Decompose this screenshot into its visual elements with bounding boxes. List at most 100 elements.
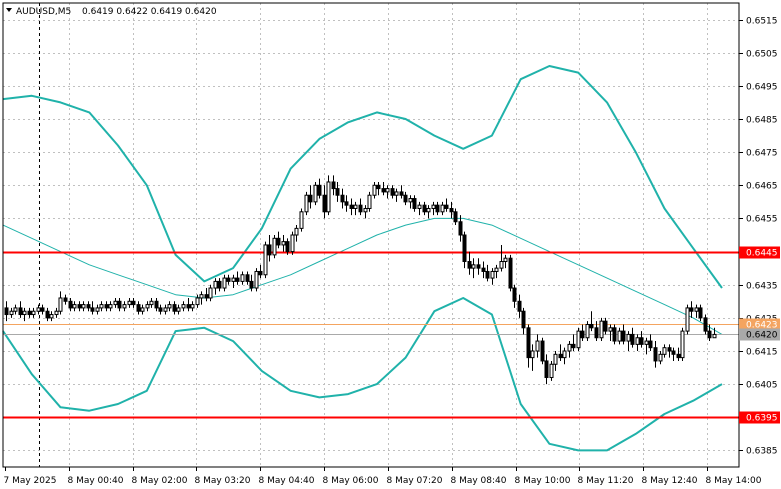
- candle: [639, 331, 644, 348]
- candle: [481, 261, 486, 279]
- candle: [68, 297, 73, 312]
- candle: [381, 181, 386, 196]
- candle: [213, 278, 218, 295]
- candle: [499, 244, 504, 272]
- candle-body: [390, 188, 395, 196]
- candle-body: [167, 304, 172, 309]
- candle-body: [530, 350, 535, 359]
- x-tick-label: 8 May 00:40: [68, 476, 124, 486]
- candle: [685, 304, 690, 335]
- candle-body: [208, 287, 213, 299]
- candle: [18, 301, 23, 318]
- candle: [208, 284, 213, 302]
- candle-body: [363, 207, 368, 213]
- candle: [367, 191, 372, 212]
- ask-price-tag: [739, 318, 780, 331]
- candle: [680, 327, 685, 361]
- candle-body: [494, 267, 499, 272]
- candle: [526, 324, 531, 368]
- bollinger-bands: [2, 65, 723, 452]
- y-tick-label: 0.6415: [746, 348, 778, 358]
- candle-body: [526, 327, 531, 359]
- candle-body: [490, 270, 495, 279]
- candle-body: [594, 327, 599, 339]
- x-tick-label: 8 May 12:40: [642, 476, 698, 486]
- candle: [617, 327, 622, 345]
- candle-body: [63, 297, 68, 302]
- candle-body: [299, 211, 304, 229]
- candle: [299, 208, 304, 232]
- candle-body: [186, 304, 191, 309]
- level-price-tag: [739, 411, 780, 424]
- candle: [322, 185, 327, 219]
- candle: [86, 301, 91, 312]
- candle-body: [99, 304, 104, 309]
- candle: [408, 195, 413, 209]
- candle-body: [190, 304, 195, 309]
- candle: [508, 254, 513, 292]
- candle: [113, 297, 118, 308]
- candle: [517, 294, 522, 318]
- candle-body: [235, 277, 240, 282]
- candle: [535, 334, 540, 358]
- candle: [181, 301, 186, 312]
- candle-body: [376, 184, 381, 190]
- candle: [349, 198, 354, 216]
- candle-body: [172, 304, 177, 312]
- x-tick-label: 8 May 03:20: [195, 476, 251, 486]
- candle-body: [703, 317, 708, 332]
- y-tick-label: 0.6495: [746, 83, 778, 93]
- candle-body: [680, 330, 685, 359]
- candle-body: [267, 244, 272, 256]
- candle-body: [417, 204, 422, 209]
- x-tick-label: 8 May 14:00: [706, 476, 762, 486]
- candle-body: [58, 297, 63, 312]
- candle-body: [204, 294, 209, 299]
- candle-body: [145, 304, 150, 309]
- candle: [331, 175, 336, 196]
- candle: [417, 201, 422, 216]
- candle: [394, 188, 399, 202]
- candle-body: [440, 204, 445, 213]
- x-tick-label: 8 May 11:20: [578, 476, 634, 486]
- candle: [444, 198, 449, 212]
- x-tick-label: 8 May 04:40: [259, 476, 315, 486]
- candle-body: [485, 270, 490, 279]
- candle: [431, 201, 436, 216]
- candle: [245, 271, 250, 285]
- candle: [671, 347, 676, 361]
- candle: [240, 271, 245, 285]
- candle: [267, 235, 272, 262]
- candle: [36, 304, 41, 315]
- candle: [667, 344, 672, 358]
- candle-body: [408, 198, 413, 203]
- candle-body: [285, 241, 290, 253]
- candle: [553, 351, 558, 371]
- candle: [136, 301, 141, 315]
- candle: [31, 307, 36, 318]
- triangle-down-icon[interactable]: [6, 8, 12, 12]
- candle: [4, 301, 9, 322]
- candle: [490, 268, 495, 285]
- candle-body: [149, 300, 154, 306]
- candle-body: [707, 330, 712, 339]
- x-tick-label: 8 May 06:00: [323, 476, 379, 486]
- candle-body: [272, 237, 277, 256]
- candle-body: [176, 307, 181, 312]
- candle: [644, 337, 649, 355]
- candle: [340, 188, 345, 209]
- candle: [163, 304, 168, 315]
- candle-body: [394, 191, 399, 196]
- candle: [167, 301, 172, 312]
- candle-body: [589, 323, 594, 329]
- candle-body: [367, 194, 372, 209]
- candle: [63, 294, 68, 305]
- candle: [576, 327, 581, 351]
- candle: [403, 191, 408, 206]
- candle-body: [18, 307, 23, 316]
- candle: [626, 331, 631, 351]
- moving-average-line: [2, 217, 723, 335]
